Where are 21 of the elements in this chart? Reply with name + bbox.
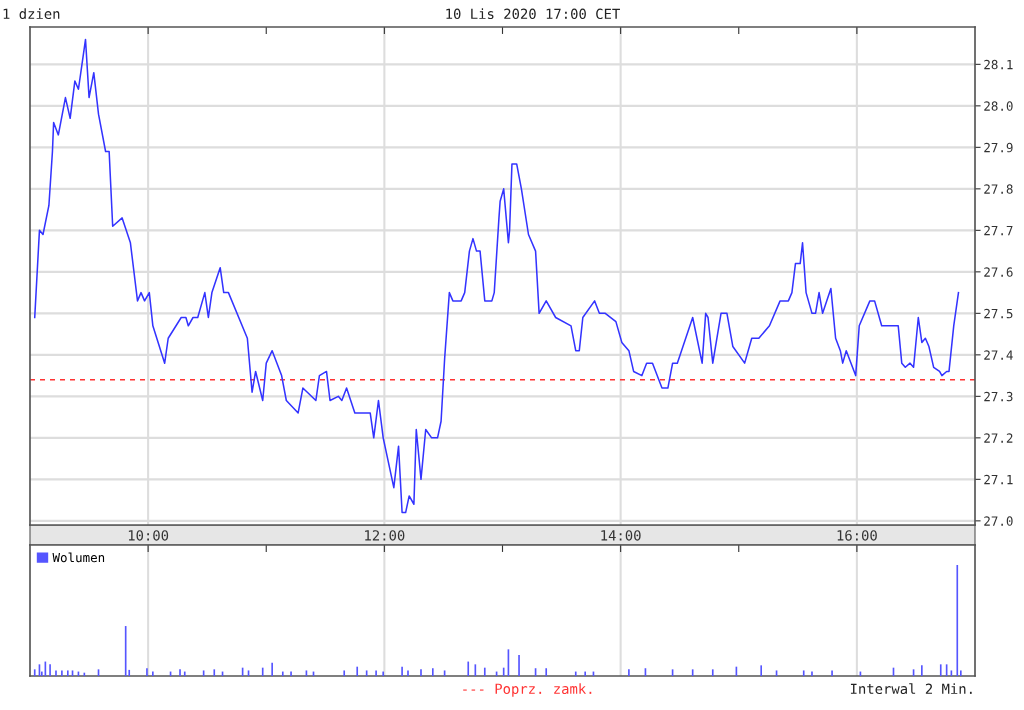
ref-line-label: --- Poprz. zamk. [463,683,592,697]
y-tick-label: 27.2 [984,433,1013,443]
y-tick-label: 27.6 [984,267,1013,277]
y-tick-label: 27.7 [984,225,1013,236]
y-tick-label: 27.3 [984,391,1013,402]
chart-subtitle: 10 Lis 2020 17:00 CET [446,8,620,20]
x-tick-label: 12:00 [365,530,405,541]
text: Interwal 2 Min. [850,683,972,695]
y-tick-label: 27.5 [984,308,1013,319]
y-tick-label: 27.8 [984,184,1013,194]
y-tick-label: 27.4 [984,350,1013,360]
chart-title: 1 dzien [3,8,60,20]
x-tick-label: 14:00 [601,530,641,541]
y-tick-label: 28.0 [984,101,1013,111]
y-tick-label: 27.1 [984,474,1013,485]
y-tick-label: 27.0 [984,516,1013,526]
y-tick-label: 27.9 [984,142,1013,153]
x-tick-label: 16:00 [837,530,877,541]
legend-label: Wolumen [52,552,105,563]
x-tick-label: 10:00 [128,530,169,541]
y-tick-label: 28.1 [984,59,1013,70]
